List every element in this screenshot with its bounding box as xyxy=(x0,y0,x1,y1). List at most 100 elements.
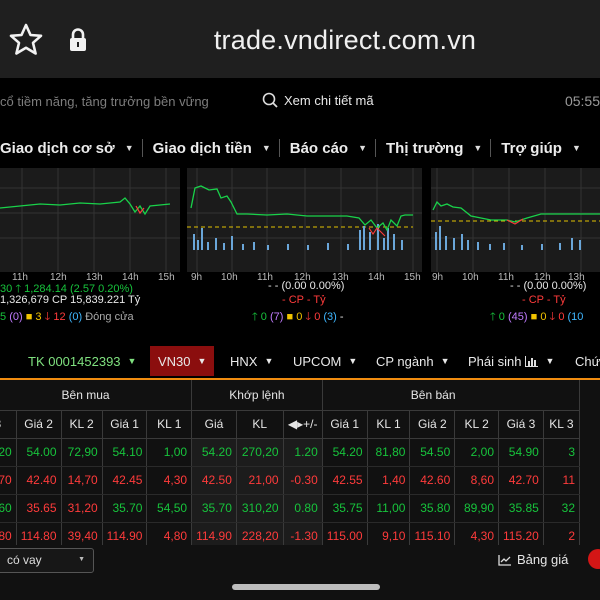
tab-account[interactable]: TK 0001452393 ▼ xyxy=(28,354,136,369)
tab-upcom[interactable]: UPCOM ▼ xyxy=(293,354,357,369)
table-cell: 115.00 xyxy=(322,522,368,548)
search-label: Xem chi tiết mã xyxy=(284,92,374,108)
table-cell: 4,30 xyxy=(146,466,193,495)
table-cell: 4,70 xyxy=(0,466,17,495)
table-cell: 54.50 xyxy=(409,438,456,467)
table-cell: 115.10 xyxy=(409,522,456,548)
col-header: KL xyxy=(236,409,284,439)
tick-label: 13h xyxy=(568,272,585,283)
tick-label: 9h xyxy=(432,272,444,283)
table-row[interactable]: 4,70 42.40 14,70 42.45 4,30 42.50 21,00 … xyxy=(0,466,581,495)
notification-badge[interactable] xyxy=(588,549,600,569)
tab-label: Phái sinh xyxy=(468,353,522,369)
bar-chart-icon xyxy=(525,355,539,367)
caret-down-icon: ▼ xyxy=(545,356,555,366)
tab-label: CP ngành xyxy=(376,353,434,369)
col-header: Giá 1 xyxy=(102,409,148,439)
table-row[interactable]: 8,80 114.80 39,40 114.90 4,80 114.90 228… xyxy=(0,522,581,548)
col-header-change[interactable]: ◀▸+/- xyxy=(283,409,323,439)
tab-cp-nganh[interactable]: CP ngành ▼ xyxy=(376,354,450,369)
down-count: 0 xyxy=(314,311,321,323)
tab-chung-quyen[interactable]: Chứ xyxy=(575,354,600,369)
floor-count: (10 xyxy=(567,311,584,323)
tick-label: 15h xyxy=(158,272,175,283)
caret-down-icon: ▼ xyxy=(264,356,274,366)
arrow-up-icon: 🡑 xyxy=(15,283,22,295)
vn30-breadth: 5 (0) ■ 3 🡓 12 (0) Đóng cửa xyxy=(0,308,134,327)
caret-down-icon: ▼ xyxy=(358,143,368,153)
upcom-breadth: 🡑 0 (45) ■ 0 🡓 0 (10 xyxy=(490,308,583,327)
square-icon: ■ xyxy=(530,311,538,323)
table-cell: 228,20 xyxy=(236,522,284,548)
menu-giao-dich-co-so[interactable]: Giao dịch cơ sở ▼ xyxy=(0,139,143,157)
table-cell: 0.80 xyxy=(283,494,323,523)
table-cell: 39,40 xyxy=(61,522,103,548)
price-board-button[interactable]: Bảng giá xyxy=(498,552,568,567)
table-cell: 270,20 xyxy=(236,438,284,467)
arrow-down-icon: 🡓 xyxy=(549,311,556,323)
home-indicator[interactable] xyxy=(232,584,380,590)
trend-chart-icon xyxy=(498,554,511,566)
table-cell: 1,00 xyxy=(146,438,193,467)
tick-label: 12h xyxy=(50,272,67,283)
table-cell: 42.50 xyxy=(191,466,237,495)
footer-bar: có vay ▼ Bảng giá xyxy=(0,545,600,600)
menu-label: Giao dịch cơ sở xyxy=(0,139,115,157)
group-header-sell: Bên bán xyxy=(322,380,581,410)
col-header: Giá xyxy=(191,409,237,439)
info-row: cổ tiềm năng, tăng trưởng bền vững Xem c… xyxy=(0,78,600,130)
chart-time-axis: 11h 12h 13h 14h 15h 9h 10h 11h 12h 13h 1… xyxy=(0,272,600,286)
table-cell: 11 xyxy=(543,466,581,495)
table-cell: 21,00 xyxy=(236,466,284,495)
square-icon: ■ xyxy=(286,311,294,323)
table-cell: 8,60 xyxy=(454,466,500,495)
index-chart-vn30[interactable] xyxy=(0,168,180,272)
table-row[interactable]: 0,20 54.00 72,90 54.10 1,00 54.20 270,20… xyxy=(0,438,581,467)
tick-label: 13h xyxy=(86,272,103,283)
menu-tro-giup[interactable]: Trợ giúp ▼ xyxy=(491,139,589,157)
menu-giao-dich-tien[interactable]: Giao dịch tiền ▼ xyxy=(143,139,280,157)
up-count: 0 xyxy=(260,311,267,323)
menu-thi-truong[interactable]: Thị trường ▼ xyxy=(376,139,492,157)
table-cell: 115.20 xyxy=(498,522,544,548)
table-cell: 3 xyxy=(543,438,581,467)
caret-down-icon: ▼ xyxy=(348,356,358,366)
table-cell: 32 xyxy=(543,494,581,523)
index-chart-upcom[interactable] xyxy=(431,168,600,272)
ceiling-count: (45) xyxy=(507,311,528,323)
caret-down-icon: ▼ xyxy=(127,356,137,366)
table-cell: -0.30 xyxy=(283,466,323,495)
tick-label: 11h xyxy=(498,272,514,283)
arrow-down-icon: 🡓 xyxy=(44,311,51,323)
search-icon xyxy=(262,92,278,108)
star-icon[interactable] xyxy=(8,22,44,58)
marquee-text: cổ tiềm năng, tăng trưởng bền vững xyxy=(0,94,209,109)
menu-label: Trợ giúp xyxy=(501,139,562,157)
tick-label: 11h xyxy=(12,272,28,283)
menu-bao-cao[interactable]: Báo cáo ▼ xyxy=(280,139,377,157)
ref-count: 0 xyxy=(296,311,303,323)
table-cell: 81,80 xyxy=(367,438,411,467)
table-row[interactable]: 2,60 35.65 31,20 35.70 54,50 35.70 310,2… xyxy=(0,494,581,523)
tab-hnx[interactable]: HNX ▼ xyxy=(230,354,273,369)
tick-label: 12h xyxy=(294,272,311,283)
table-cell: 4,80 xyxy=(146,522,193,548)
tick-label: 14h xyxy=(368,272,385,283)
url-text[interactable]: trade.vndirect.com.vn xyxy=(213,25,477,55)
table-cell: 54,50 xyxy=(146,494,193,523)
table-cell: 42.55 xyxy=(322,466,368,495)
index-chart-hnx[interactable] xyxy=(187,168,422,272)
table-cell: 114.90 xyxy=(191,522,237,548)
col-header: KL 1 xyxy=(367,409,411,439)
table-cell: 2 xyxy=(543,522,581,548)
loan-select[interactable]: có vay ▼ xyxy=(0,548,94,573)
caret-down-icon: ▼ xyxy=(440,356,450,366)
tab-vn30[interactable]: VN30 ▼ xyxy=(150,346,215,376)
table-cell: 1.20 xyxy=(283,438,323,467)
tab-phai-sinh[interactable]: Phái sinh ▼ xyxy=(468,354,554,369)
index-value: 30 xyxy=(0,283,13,295)
table-cell: 9,10 xyxy=(367,522,411,548)
group-header-buy: Bên mua xyxy=(0,380,193,410)
tick-label: 15h xyxy=(404,272,421,283)
stock-search[interactable]: Xem chi tiết mã xyxy=(262,92,374,108)
